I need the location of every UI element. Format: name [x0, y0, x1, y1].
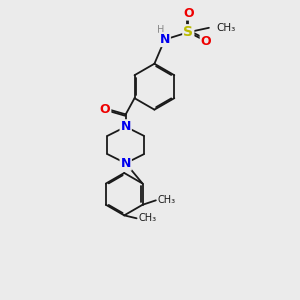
Text: CH₃: CH₃	[216, 23, 236, 33]
Text: O: O	[201, 34, 211, 48]
Text: O: O	[100, 103, 110, 116]
Text: O: O	[183, 7, 194, 20]
Text: S: S	[183, 25, 193, 39]
Text: CH₃: CH₃	[138, 213, 157, 223]
Text: N: N	[160, 33, 170, 46]
Text: N: N	[121, 157, 131, 170]
Text: CH₃: CH₃	[158, 195, 176, 205]
Text: N: N	[121, 120, 131, 133]
Text: H: H	[157, 25, 164, 35]
